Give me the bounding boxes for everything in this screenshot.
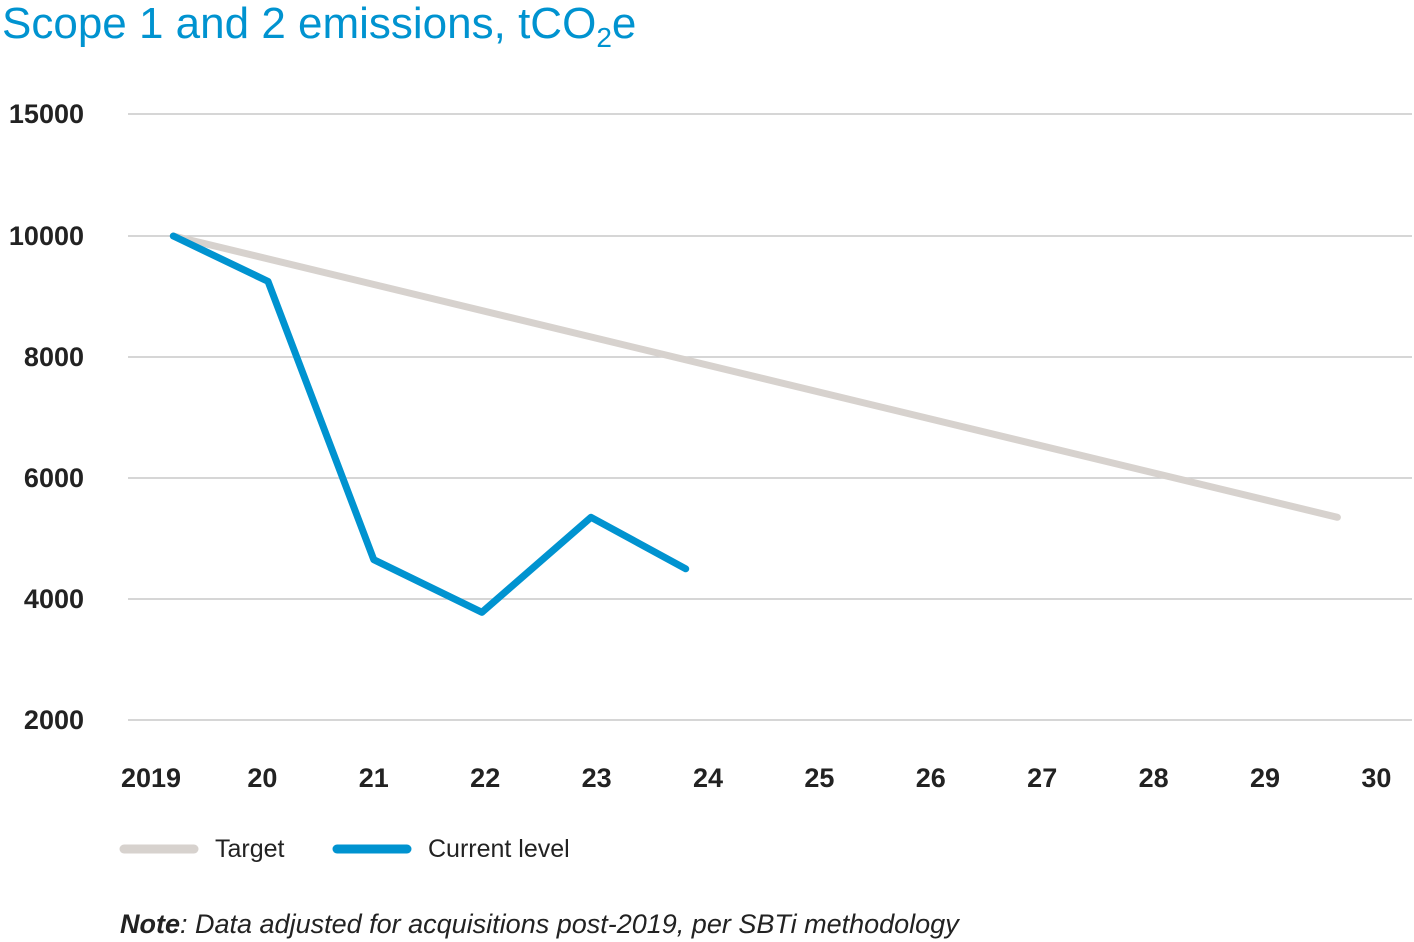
x-tick-label: 22 <box>470 763 500 793</box>
series-line-current-level <box>169 232 690 616</box>
x-tick-label: 23 <box>582 763 612 793</box>
x-axis-ticks: 2019 20 21 22 23 24 25 26 27 28 29 30 <box>121 763 1391 793</box>
x-tick-label: 27 <box>1027 763 1057 793</box>
x-tick-label: 21 <box>359 763 389 793</box>
y-tick-label: 6000 <box>24 463 84 493</box>
footnote-text: : Data adjusted for acquisitions post-20… <box>180 909 960 939</box>
series-line-target <box>169 232 1341 521</box>
legend-label: Current level <box>428 835 570 863</box>
chart-title-subscript: 2 <box>596 22 612 53</box>
y-tick-label: 10000 <box>9 221 84 251</box>
x-tick-label: 28 <box>1139 763 1169 793</box>
y-tick-label: 8000 <box>24 342 84 372</box>
y-axis-ticks: 15000 10000 8000 6000 4000 2000 <box>9 99 84 735</box>
x-tick-label: 30 <box>1361 763 1391 793</box>
y-tick-label: 2000 <box>24 705 84 735</box>
legend-label: Target <box>215 835 285 863</box>
chart-title-suffix: e <box>612 0 636 48</box>
x-tick-label: 24 <box>693 763 723 793</box>
y-tick-label: 15000 <box>9 99 84 129</box>
x-tick-label: 25 <box>804 763 834 793</box>
x-tick-label: 29 <box>1250 763 1280 793</box>
x-tick-label: 2019 <box>121 763 181 793</box>
series-lines <box>169 232 1341 616</box>
legend: Target Current level <box>119 835 570 863</box>
x-tick-label: 26 <box>916 763 946 793</box>
x-tick-label: 20 <box>247 763 277 793</box>
chart-title: Scope 1 and 2 emissions, tCO2e <box>2 0 636 53</box>
footnote: Note: Data adjusted for acquisitions pos… <box>120 909 960 939</box>
y-tick-label: 4000 <box>24 584 84 614</box>
footnote-label: Note <box>120 909 180 939</box>
